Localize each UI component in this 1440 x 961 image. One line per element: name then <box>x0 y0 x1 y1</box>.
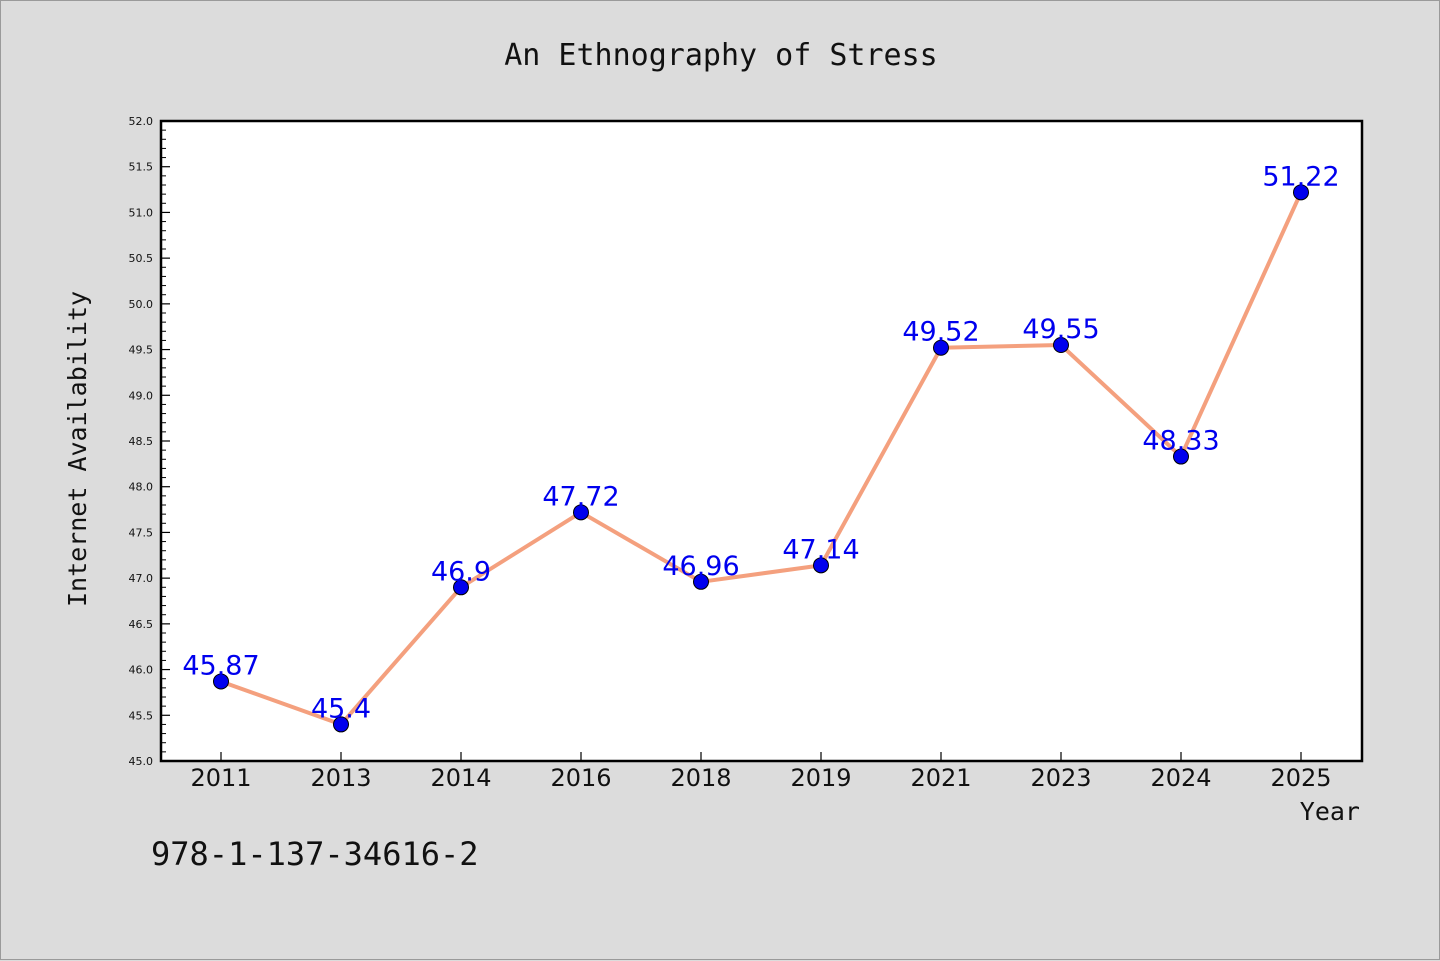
x-tick-label: 2011 <box>190 764 251 792</box>
marker-group <box>213 184 1309 733</box>
data-label: 51.22 <box>1262 161 1339 192</box>
x-tick-label: 2025 <box>1270 764 1331 792</box>
data-label-group: 45.87 45.4 46.9 47.72 46.96 47.14 49.52 49.55 48… <box>182 161 1339 724</box>
y-tick-label: 49.5 <box>129 344 154 357</box>
data-point <box>813 557 829 574</box>
data-label: 46.96 <box>662 551 739 582</box>
series-group <box>219 190 1303 727</box>
data-label: 47.14 <box>782 534 859 565</box>
y-tick-label: 49.0 <box>129 389 154 402</box>
y-tick-label: 50.0 <box>129 298 154 311</box>
x-tick-label: 2013 <box>310 764 371 792</box>
x-tick-label: 2019 <box>790 764 851 792</box>
data-label: 45.87 <box>182 650 259 681</box>
y-tick-label: 47.5 <box>129 526 154 539</box>
y-tick-label: 47.0 <box>129 572 154 585</box>
data-point <box>453 579 469 596</box>
data-label: 49.55 <box>1022 314 1099 345</box>
y-tick-label: 46.5 <box>129 618 154 631</box>
y-axis-title: Internet Availability <box>63 291 92 607</box>
series-line <box>219 190 1303 727</box>
y-tick-label: 52.0 <box>129 115 154 128</box>
x-axis-tick-labels: 2011 2013 2014 2016 2018 2019 2021 2023 2024 2025 <box>190 764 1331 792</box>
y-tick-label: 51.5 <box>129 161 154 174</box>
data-point <box>333 716 349 733</box>
x-tick-label: 2021 <box>910 764 971 792</box>
data-point <box>693 573 709 590</box>
x-tick-label: 2016 <box>550 764 611 792</box>
y-tick-label: 45.0 <box>129 755 154 768</box>
x-axis-title: Year <box>1300 797 1360 826</box>
data-point <box>213 673 229 690</box>
data-point <box>933 339 949 356</box>
y-tick-label: 48.5 <box>129 435 154 448</box>
data-label: 48.33 <box>1142 426 1219 457</box>
data-point <box>1293 184 1309 201</box>
y-tick-label: 45.5 <box>129 709 154 722</box>
x-tick-label: 2018 <box>670 764 731 792</box>
isbn-text: 978-1-137-34616-2 <box>151 835 479 873</box>
data-point <box>1053 337 1069 353</box>
x-tick-label: 2014 <box>430 764 491 792</box>
plot-frame <box>159 119 1364 763</box>
chart-title: An Ethnography of Stress <box>504 38 937 73</box>
y-axis-tick-labels: 45.0 45.5 46.0 46.5 47.0 47.5 48.0 48.5 49.0 49.5… <box>129 115 154 768</box>
data-label: 46.9 <box>431 556 491 587</box>
y-tick-label: 50.5 <box>129 252 154 265</box>
x-tick-label: 2024 <box>1150 764 1211 792</box>
data-label: 49.52 <box>902 317 979 348</box>
data-label: 45.4 <box>311 693 371 724</box>
y-tick-label: 46.0 <box>129 664 154 677</box>
data-point <box>1173 448 1189 465</box>
x-tick-label: 2023 <box>1030 764 1091 792</box>
data-point <box>573 504 589 521</box>
y-tick-label: 51.0 <box>129 206 154 219</box>
data-label: 47.72 <box>542 481 619 512</box>
x-axis-ticks <box>220 752 1302 761</box>
y-tick-label: 48.0 <box>129 481 154 494</box>
